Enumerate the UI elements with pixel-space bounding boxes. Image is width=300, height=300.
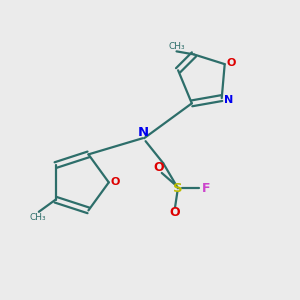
Text: S: S: [173, 182, 183, 195]
Text: F: F: [201, 182, 210, 195]
Text: O: O: [169, 206, 180, 219]
Text: CH₃: CH₃: [168, 42, 185, 51]
Text: O: O: [153, 161, 164, 174]
Text: N: N: [224, 94, 233, 104]
Text: O: O: [226, 58, 236, 68]
Text: CH₃: CH₃: [29, 213, 46, 222]
Text: N: N: [138, 126, 149, 140]
Text: O: O: [111, 177, 120, 188]
